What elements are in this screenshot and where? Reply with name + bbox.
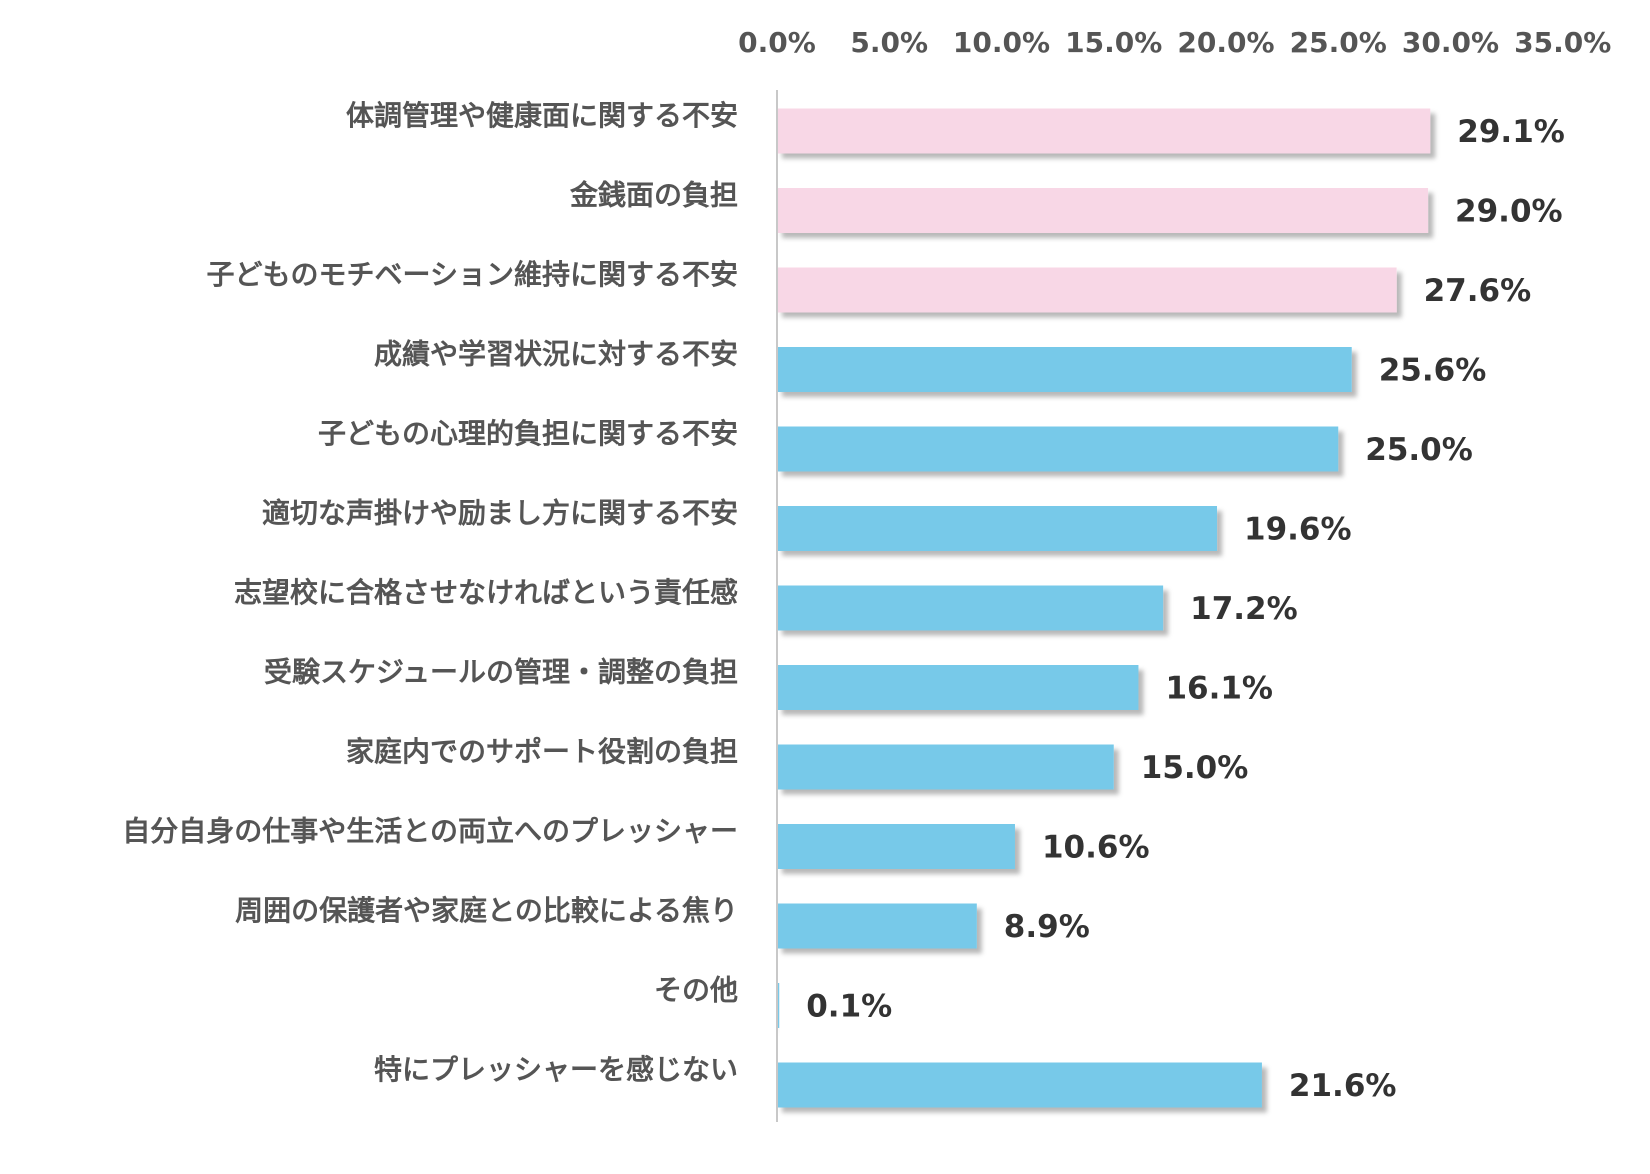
data-label: 27.6% (1424, 273, 1532, 309)
category-label: 成績や学習状況に対する不安 (374, 338, 738, 371)
category-label: その他 (654, 974, 738, 1007)
data-label: 29.0% (1455, 194, 1563, 230)
data-label: 19.6% (1244, 512, 1352, 548)
bar (777, 744, 1114, 790)
bar (777, 824, 1015, 869)
x-tick-label: 30.0% (1402, 26, 1499, 59)
data-label: 29.1% (1457, 114, 1565, 150)
x-tick-label: 35.0% (1514, 26, 1611, 59)
data-label: 25.0% (1365, 432, 1473, 468)
x-tick-label: 5.0% (850, 26, 928, 59)
data-label: 0.1% (806, 989, 892, 1025)
bar (777, 983, 780, 1028)
category-label: 適切な声掛けや励まし方に関する不安 (262, 497, 738, 530)
bars: 29.1% 29.0% 27.6% 25.6% 25.0% 19.6% 17.2% 16.1%… (777, 108, 1565, 1108)
x-tick-label: 10.0% (953, 26, 1050, 59)
x-tick-label: 20.0% (1177, 26, 1274, 59)
category-label: 子どものモチベーション維持に関する不安 (207, 258, 738, 291)
x-tick-label: 0.0% (738, 26, 816, 59)
data-label: 17.2% (1190, 591, 1298, 627)
data-label: 8.9% (1004, 909, 1090, 945)
bar (777, 267, 1397, 313)
category-label: 受験スケジュールの管理・調整の負担 (264, 656, 738, 689)
bar (777, 1062, 1262, 1108)
data-label: 16.1% (1165, 671, 1273, 707)
category-label: 家庭内でのサポート役割の負担 (346, 735, 738, 768)
category-label: 金銭面の負担 (569, 179, 738, 212)
x-tick-label: 15.0% (1065, 26, 1162, 59)
category-label: 志望校に合格させなければという責任感 (234, 576, 738, 609)
category-label: 周囲の保護者や家庭との比較による焦り (235, 894, 738, 927)
bar (777, 188, 1429, 233)
data-label: 21.6% (1289, 1068, 1397, 1104)
bar (777, 506, 1218, 551)
bar (777, 585, 1164, 631)
category-label: 子どもの心理的負担に関する不安 (318, 417, 738, 450)
data-label: 15.0% (1141, 750, 1249, 786)
data-label: 10.6% (1042, 830, 1150, 866)
bar (777, 903, 977, 949)
category-label: 体調管理や健康面に関する不安 (346, 99, 738, 132)
bar (777, 426, 1339, 472)
category-label: 特にプレッシャーを感じない (374, 1053, 738, 1086)
data-label: 25.6% (1379, 353, 1487, 389)
category-label: 自分自身の仕事や生活との両立へのプレッシャー (122, 815, 738, 848)
bar (777, 108, 1431, 154)
x-tick-label: 25.0% (1290, 26, 1387, 59)
category-labels: 体調管理や健康面に関する不安金銭面の負担子どものモチベーション維持に関する不安成… (122, 99, 738, 1086)
x-axis-ticks: 0.0% 5.0% 10.0% 15.0% 20.0% 25.0% 30.0% 35.0% (738, 26, 1611, 59)
bar (777, 665, 1139, 710)
bar (777, 347, 1352, 392)
